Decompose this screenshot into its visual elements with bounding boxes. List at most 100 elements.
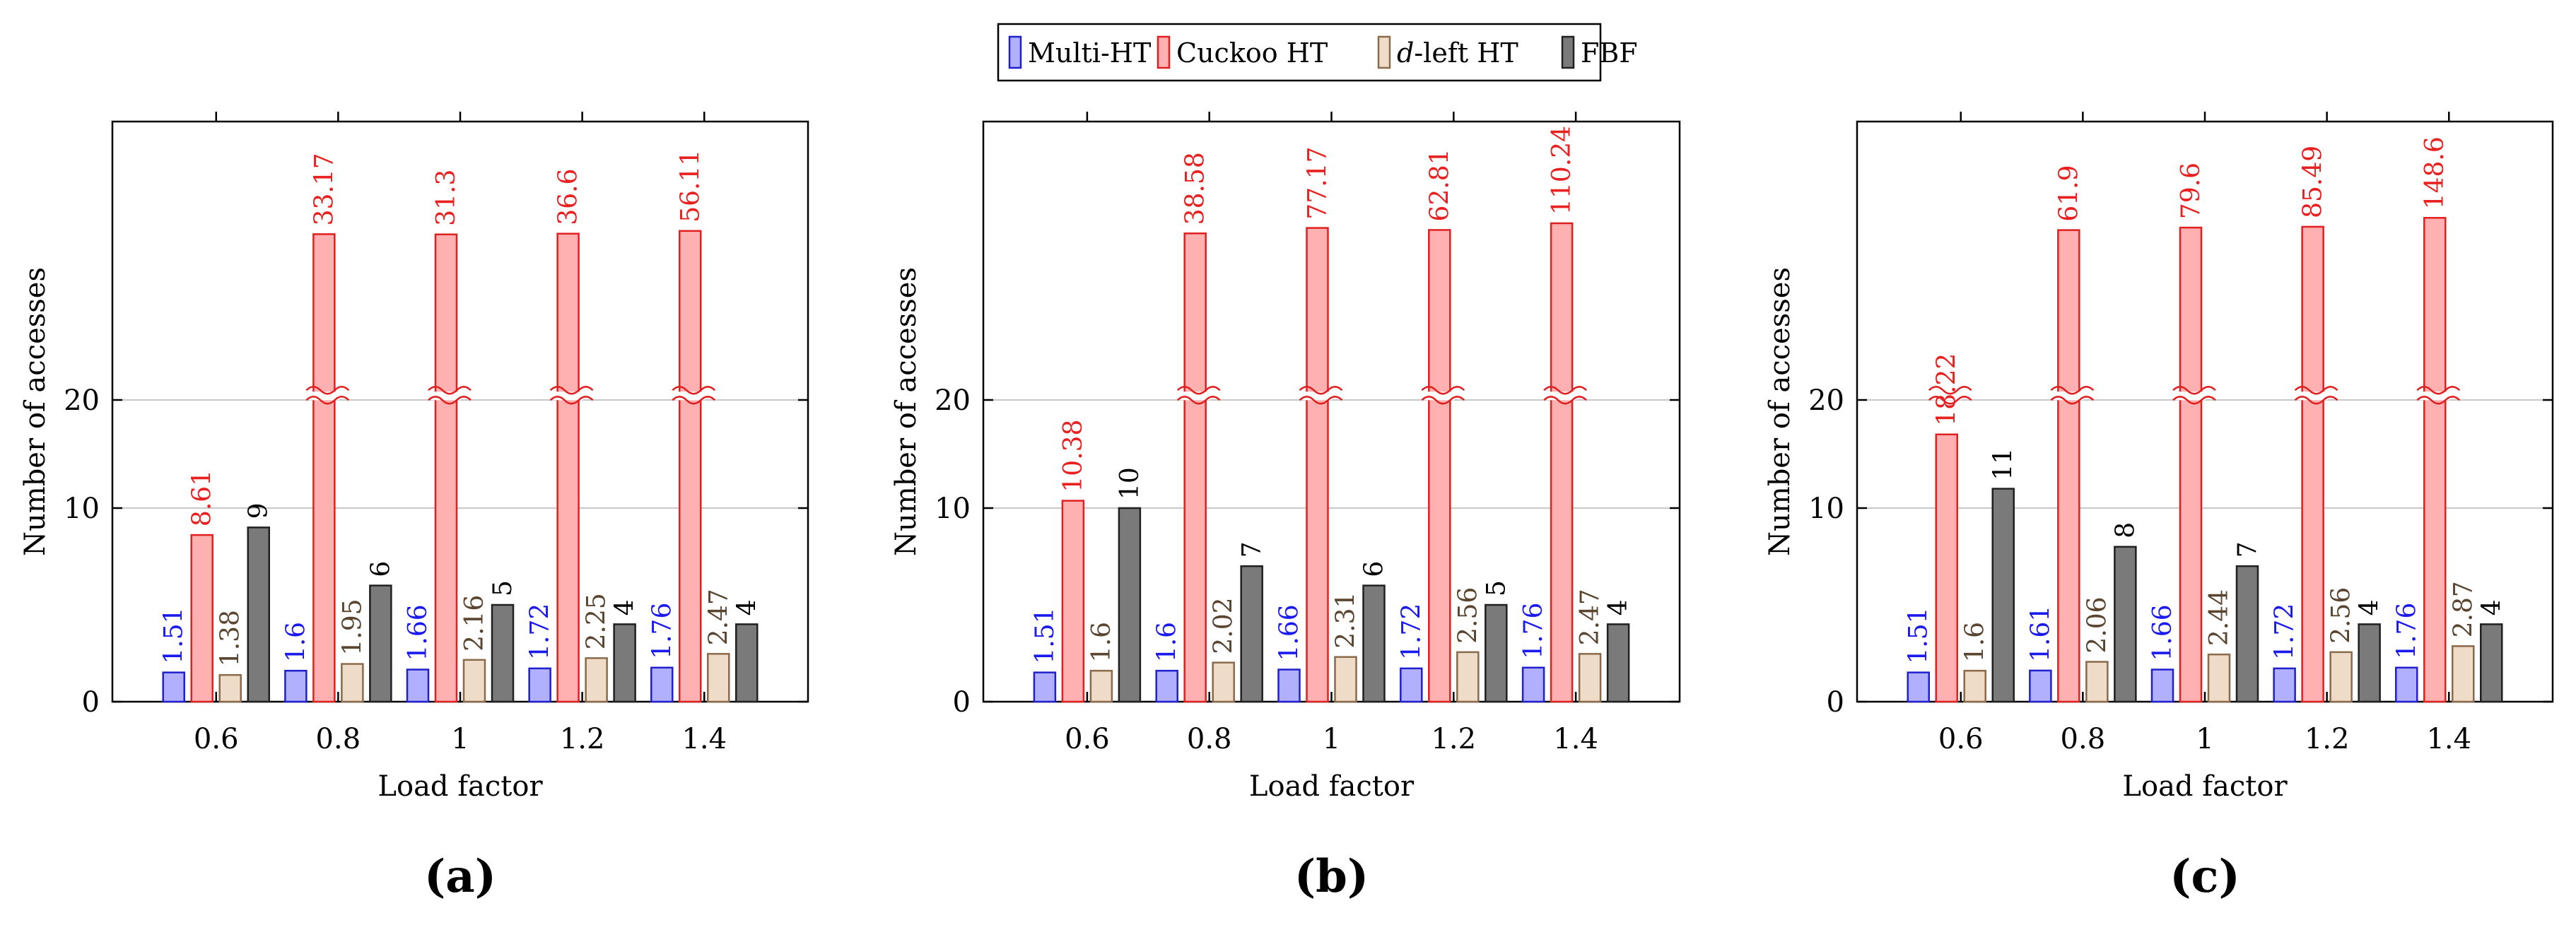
x-tick-label: 1 [2196, 723, 2213, 755]
bar-fbf [491, 603, 515, 703]
x-tick-label: 1.2 [2305, 723, 2350, 755]
data-label-fbf: 11 [1989, 448, 2018, 481]
panel-label: (b) [1294, 850, 1369, 903]
bar-dleft [341, 663, 364, 703]
bar-break-mark [2416, 386, 2461, 395]
panel-label: (a) [424, 850, 496, 903]
bar-break-mark [2294, 386, 2338, 395]
y-tick-label: 0 [82, 686, 100, 719]
bar-multi [1277, 668, 1301, 703]
bar-fbf [1240, 565, 1263, 703]
x-tick-label: 1.2 [560, 723, 605, 755]
bar-fbf [1362, 584, 1386, 703]
x-tick-label: 0.8 [316, 723, 361, 755]
data-label-cuckoo: 18.22 [1933, 353, 1962, 426]
data-label-fbf: 7 [1238, 541, 1267, 558]
bar-break-mark [549, 396, 594, 405]
bar-cuckoo [1935, 433, 1958, 703]
data-label-dleft: 2.06 [2083, 596, 2112, 653]
bar-break-mark [1176, 386, 1221, 395]
legend-swatch-fbf [1561, 35, 1575, 69]
bar-break-mark [1176, 396, 1221, 405]
bar-break-mark [1543, 396, 1587, 405]
data-label-multi: 1.72 [526, 603, 555, 660]
bar-dleft [2452, 645, 2475, 703]
data-label-cuckoo: 10.38 [1059, 420, 1088, 493]
bar-multi [2029, 669, 2052, 703]
data-label-fbf: 4 [2355, 599, 2384, 615]
data-label-multi: 1.72 [2271, 603, 2300, 660]
data-label-cuckoo: 61.9 [2054, 165, 2083, 221]
legend-swatch-d-left-ht [1377, 35, 1391, 69]
data-label-fbf: 4 [732, 599, 761, 615]
bar-multi [650, 666, 674, 703]
bar-dleft [2329, 651, 2353, 703]
bar-multi [528, 667, 551, 703]
bar-break-mark [428, 396, 472, 405]
data-label-fbf: 5 [488, 580, 517, 596]
bar-cuckoo [434, 233, 458, 703]
data-label-dleft: 2.25 [582, 593, 611, 649]
bar-cuckoo [1306, 227, 1329, 703]
panel-label: (c) [2170, 850, 2240, 903]
data-label-fbf: 6 [366, 561, 395, 577]
x-tick-label: 0.8 [2061, 723, 2106, 755]
data-label-multi: 1.76 [648, 603, 677, 659]
legend-swatch-multi-ht [1008, 35, 1022, 69]
data-label-cuckoo: 33.17 [310, 153, 339, 225]
bar-break-mark [2172, 386, 2216, 395]
bar-dleft [1212, 661, 1235, 703]
bar-cuckoo [556, 232, 580, 703]
bar-dleft [1334, 656, 1357, 703]
bar-multi [162, 671, 185, 703]
y-axis-label: Number of accesses [1764, 267, 1796, 556]
data-label-dleft: 1.95 [338, 599, 367, 655]
bar-cuckoo [2423, 217, 2447, 703]
data-label-cuckoo: 148.6 [2420, 136, 2449, 209]
data-label-dleft: 2.44 [2205, 589, 2234, 646]
legend-label-cuckoo-ht: Cuckoo HT [1176, 37, 1328, 69]
bar-break-mark [305, 386, 350, 395]
data-label-dleft: 2.16 [460, 595, 489, 652]
data-label-cuckoo: 31.3 [432, 170, 461, 226]
bar-cuckoo [679, 230, 702, 703]
data-label-multi: 1.66 [2148, 604, 2177, 661]
x-tick-label: 0.6 [1938, 723, 1984, 755]
panel-b: 010200.61.5110.381.6100.81.638.582.02711… [890, 112, 1681, 903]
bar-fbf [2235, 565, 2259, 703]
data-label-cuckoo: 110.24 [1547, 126, 1576, 215]
bar-break-mark [2050, 396, 2095, 405]
data-label-multi: 1.51 [1904, 607, 1933, 664]
bar-break-mark [305, 396, 350, 405]
legend-label-dleft: d-left HT [1397, 37, 1518, 69]
legend-swatch-cuckoo-ht [1157, 35, 1171, 69]
data-label-multi: 1.6 [281, 622, 310, 662]
panel-c: 0 10 20 0.6 1.51 18.22 1.6 11 0.8 1.61 61.9 2.06 8 1 1… [1764, 112, 2554, 903]
y-tick-label: 20 [935, 384, 971, 417]
data-label-multi: 1.61 [2026, 606, 2055, 662]
data-label-cuckoo: 62.81 [1425, 148, 1454, 221]
panel-a: 0 10 20 0.6 1.51 8.61 1.38 9 0.8 1.6 33.17 1.95 6 1 1.… [19, 112, 809, 903]
bar-break-mark [1543, 386, 1587, 395]
y-axis-label: Number of accesses [890, 267, 923, 556]
bar-dleft [1456, 651, 1480, 703]
x-axis-label: Load factor [377, 770, 543, 803]
bar-fbf [1991, 488, 2015, 703]
bar-fbf [1606, 623, 1630, 703]
data-label-cuckoo: 79.6 [2177, 163, 2206, 219]
x-tick-label: 0.6 [194, 723, 239, 755]
bar-fbf [613, 623, 636, 703]
bar-cuckoo [1428, 229, 1451, 703]
bar-cuckoo [312, 233, 336, 703]
bar-fbf [1118, 507, 1142, 703]
bar-multi [1400, 667, 1423, 703]
bar-fbf [247, 526, 270, 703]
x-tick-label: 0.8 [1187, 723, 1232, 755]
data-label-fbf: 4 [2477, 599, 2506, 615]
x-tick-label: 1.4 [1553, 723, 1598, 755]
data-label-multi: 1.76 [2392, 603, 2421, 659]
x-tick-label: 0.6 [1065, 723, 1110, 755]
bar-dleft [707, 653, 730, 703]
data-label-multi: 1.76 [1519, 603, 1548, 659]
